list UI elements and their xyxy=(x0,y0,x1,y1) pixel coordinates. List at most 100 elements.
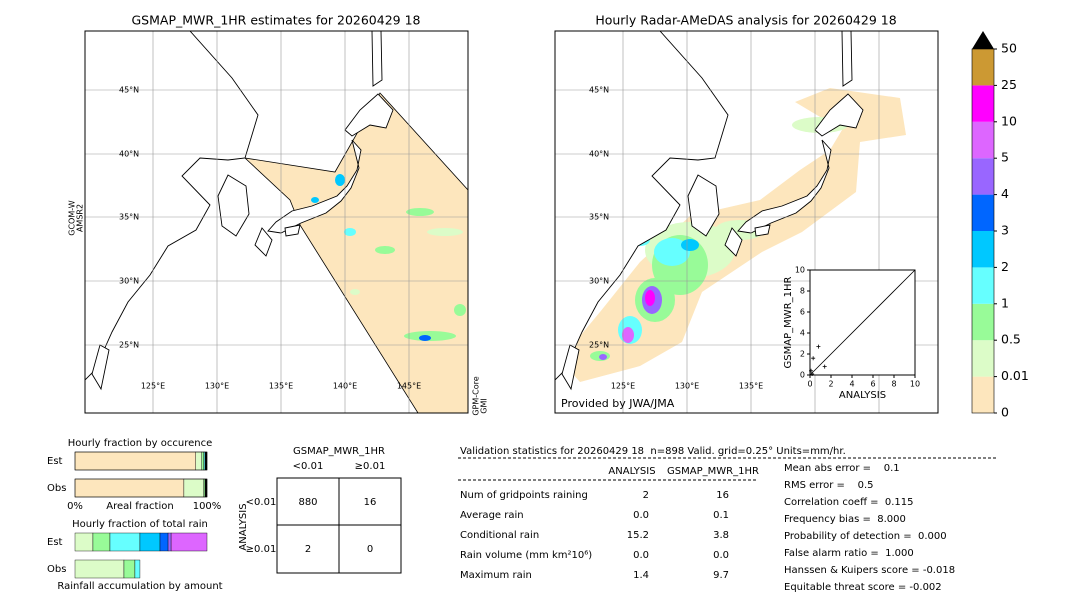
x-axis-label: Rainfall accumulation by amount xyxy=(57,581,222,592)
y-tick-label: 4 xyxy=(800,329,805,338)
bar-segment xyxy=(201,451,204,471)
colorbar-label: 0 xyxy=(1001,405,1009,420)
table-cell: 2 xyxy=(305,544,311,555)
bar-frame xyxy=(74,478,208,498)
credit: Provided by JWA/JMA xyxy=(561,397,675,410)
colorbar-label: 0.01 xyxy=(1001,368,1029,383)
bar-segment xyxy=(74,478,185,498)
point xyxy=(811,356,816,361)
x-axis-label: ANALYSIS xyxy=(839,390,886,401)
diagonal xyxy=(809,269,916,376)
colorbar: 0 0.01 0.5 1 2 3 4 5 10 25 50 xyxy=(971,31,1029,420)
satellite-label: GPM-Core xyxy=(472,376,481,415)
x-axis-label: Areal fraction xyxy=(106,501,173,512)
chart-title: Hourly fraction of total rain xyxy=(72,519,208,530)
row-value: 16 xyxy=(716,490,729,501)
colorbar-label: 5 xyxy=(1001,150,1009,165)
satellite-label: GMI xyxy=(480,398,489,413)
y-tick-label: 6 xyxy=(800,308,805,317)
colorbar-extend xyxy=(972,31,994,49)
colorbar-label: 2 xyxy=(1001,259,1009,274)
colorbar-label: 25 xyxy=(1001,77,1017,92)
colorbar-segment xyxy=(972,267,994,304)
lat-label: 25°N xyxy=(589,341,609,350)
point xyxy=(808,373,812,377)
satellite-label: GCOM-W xyxy=(68,200,77,236)
lat-label: 40°N xyxy=(119,150,139,159)
bar-segment xyxy=(109,532,141,552)
bar-segment xyxy=(92,532,111,552)
table-title: GSMAP_MWR_1HR xyxy=(293,446,385,457)
score: Probability of detection = 0.000 xyxy=(784,531,947,542)
y-tick-label: 2 xyxy=(800,350,805,359)
contingency-table: GSMAP_MWR_1HR<0.01 ≥0.01<0.01≥0.01ANALYSI… xyxy=(238,446,402,574)
map-title: Hourly Radar-AMeDAS analysis for 2026042… xyxy=(595,13,896,28)
lon-label: 135°E xyxy=(269,382,293,391)
colorbar-label: 0.5 xyxy=(1001,332,1021,347)
y-axis-label: GSMAP_MWR_1HR xyxy=(783,277,794,369)
category-label: Obs xyxy=(47,483,66,494)
y-tick-label: 0 xyxy=(800,371,805,380)
category-label: Obs xyxy=(47,564,66,575)
bar-segment xyxy=(170,532,208,552)
colorbar-segment xyxy=(972,158,994,195)
row-value: 0.0 xyxy=(713,550,729,561)
lon-label: 145°E xyxy=(397,382,421,391)
row-label: Conditional rain xyxy=(460,530,539,541)
lat-label: 45°N xyxy=(119,86,139,95)
row-header: <0.01 xyxy=(246,497,277,508)
scatter-inset: 0 2 4 6 8 10 0 2 4 6 8 10 ANALYSIS GSMAP_MWR_1HR xyxy=(783,266,920,402)
score: RMS error = 0.5 xyxy=(784,480,874,491)
score: Hanssen & Kuipers score = -0.018 xyxy=(784,565,955,576)
bar-segment xyxy=(134,559,141,579)
x-tick-label: 8 xyxy=(891,380,896,389)
lat-label: 35°N xyxy=(119,213,139,222)
lon-label: 125°E xyxy=(141,382,165,391)
column-header: <0.01 xyxy=(293,461,324,472)
point xyxy=(816,344,821,349)
colorbar-segment xyxy=(972,231,994,268)
map-content xyxy=(555,31,938,413)
lat-label: 45°N xyxy=(589,86,609,95)
row-label: Maximum rain xyxy=(460,570,532,581)
lat-label: 40°N xyxy=(589,150,609,159)
row-value: 0.0 xyxy=(633,550,649,561)
column-header: ≥0.01 xyxy=(355,461,386,472)
map-border xyxy=(84,30,469,414)
colorbar-segment xyxy=(972,49,994,86)
row-value: 0.1 xyxy=(713,510,729,521)
chart-title: Hourly fraction by occurence xyxy=(68,438,212,449)
bar-segment xyxy=(123,559,136,579)
row-value: 0.0 xyxy=(633,510,649,521)
row-value: 15.2 xyxy=(627,530,649,541)
x-tick-label: 0% xyxy=(67,501,83,512)
map-content xyxy=(85,31,468,413)
bar-segment xyxy=(74,451,196,471)
bar-segment xyxy=(204,451,208,471)
point xyxy=(810,371,815,376)
lat-label: 30°N xyxy=(589,277,609,286)
lon-label: 130°E xyxy=(675,382,699,391)
colorbar-segment xyxy=(972,85,994,122)
x-tick-label: 4 xyxy=(849,380,854,389)
colorbar-segment xyxy=(972,121,994,159)
colorbar-label: 10 xyxy=(1001,113,1017,128)
point xyxy=(809,368,814,373)
colorbar-label: 4 xyxy=(1001,186,1009,201)
column-header: GSMAP_MWR_1HR xyxy=(667,466,759,477)
row-value: 9.7 xyxy=(713,570,729,581)
bar-frame xyxy=(74,451,208,471)
score: False alarm ratio = 1.000 xyxy=(784,548,914,559)
lon-label: 140°E xyxy=(333,382,357,391)
colorbar-label: 50 xyxy=(1001,41,1017,56)
colorbar-segment xyxy=(972,194,994,231)
satellite-label: AMSR2 xyxy=(76,204,85,232)
row-label: Average rain xyxy=(460,510,524,521)
row-value: 1.4 xyxy=(633,570,649,581)
right-map: Hourly Radar-AMeDAS analysis for 2026042… xyxy=(554,13,939,414)
lat-label: 25°N xyxy=(119,341,139,350)
table-cell: 880 xyxy=(298,497,317,508)
statistics: Validation statistics for 20260429 18 n=… xyxy=(458,446,996,593)
